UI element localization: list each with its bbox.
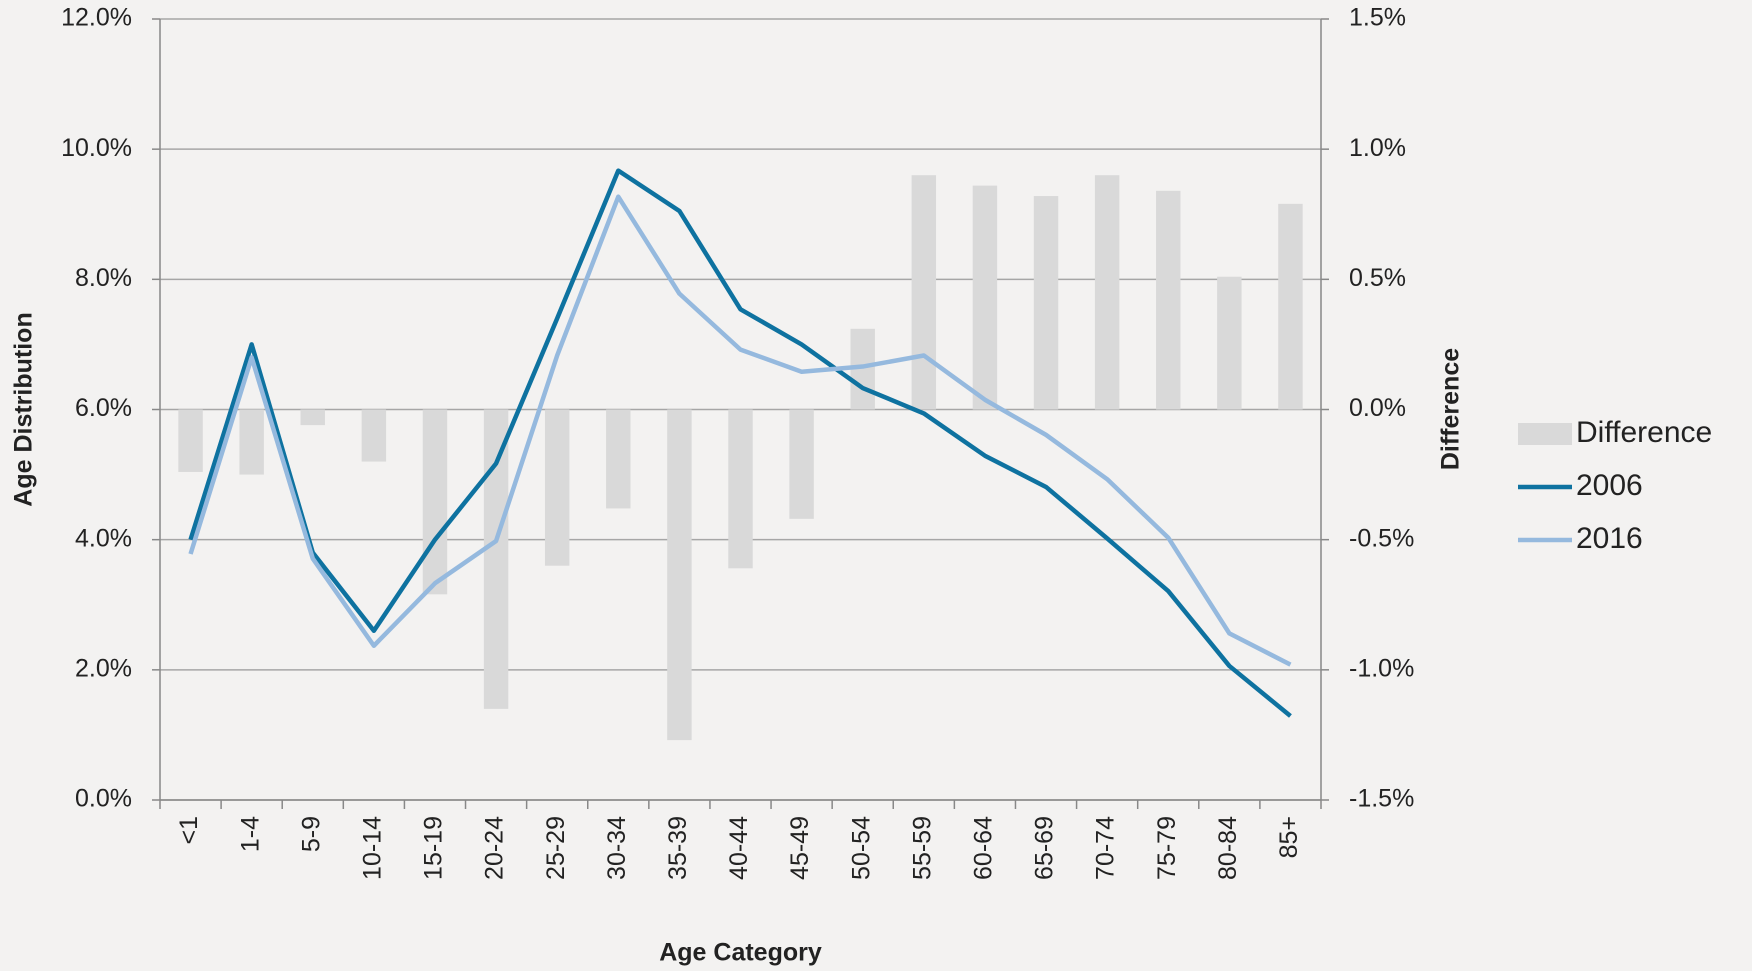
- x-tick-label: 10-14: [358, 816, 386, 880]
- bar: [483, 409, 509, 709]
- bar: [789, 409, 814, 519]
- x-tick-label: 75-79: [1153, 816, 1181, 880]
- y-tick-label: 8.0%: [75, 264, 132, 292]
- y-tick-label: 10.0%: [61, 134, 132, 162]
- x-tick-label: 1-4: [236, 816, 264, 852]
- x-tick-label: 35-39: [664, 816, 692, 880]
- line: [188, 168, 1292, 718]
- bar: [544, 409, 570, 566]
- bar: [1217, 276, 1242, 410]
- x-tick-label: 85+: [1275, 816, 1303, 858]
- y-tick-label: 6.0%: [75, 394, 132, 422]
- x-tick-label: 60-64: [970, 816, 998, 880]
- y2-tick-label: 1.5%: [1349, 4, 1406, 32]
- x-axis-title: Age Category: [659, 939, 822, 967]
- y2-axis-title: Difference: [1437, 348, 1465, 470]
- x-tick-label: 30-34: [603, 816, 631, 880]
- x-tick-label: 15-19: [420, 816, 448, 880]
- bar: [300, 409, 325, 426]
- y-tick-label: 4.0%: [75, 524, 132, 552]
- x-tick-label: 40-44: [725, 816, 753, 880]
- bar: [911, 175, 937, 410]
- legend-label: 2006: [1576, 469, 1643, 502]
- line: [188, 194, 1292, 667]
- bar: [1278, 203, 1303, 410]
- bar: [1033, 196, 1059, 410]
- y-tick-label: 12.0%: [61, 4, 132, 32]
- y2-tick-label: -0.5%: [1349, 524, 1414, 552]
- bar: [972, 185, 998, 410]
- x-tick-label: 20-24: [481, 816, 509, 880]
- legend-label: Difference: [1576, 416, 1712, 449]
- legend-label: 2016: [1576, 522, 1643, 555]
- x-tick-label: <1: [175, 816, 203, 845]
- x-tick-label: 70-74: [1092, 816, 1120, 880]
- bar: [1094, 175, 1120, 410]
- y-tick-label: 0.0%: [75, 785, 132, 813]
- x-tick-label: 55-59: [908, 816, 936, 880]
- bar: [178, 409, 203, 472]
- x-tick-label: 25-29: [542, 816, 570, 880]
- bar: [1156, 190, 1181, 410]
- legend-swatch: [1518, 423, 1572, 445]
- bar: [667, 409, 692, 741]
- bar: [239, 409, 264, 475]
- y2-tick-label: -1.5%: [1349, 785, 1414, 813]
- y-axis-title: Age Distribution: [10, 312, 38, 506]
- x-tick-label: 50-54: [847, 816, 875, 880]
- bar: [361, 409, 387, 462]
- x-tick-label: 80-84: [1214, 816, 1242, 880]
- bar: [606, 409, 631, 509]
- bar: [422, 409, 448, 595]
- y2-tick-label: 1.0%: [1349, 134, 1406, 162]
- y2-tick-label: 0.5%: [1349, 264, 1406, 292]
- x-tick-label: 5-9: [297, 816, 325, 852]
- bar: [728, 409, 753, 569]
- y2-tick-label: 0.0%: [1349, 394, 1406, 422]
- y2-tick-label: -1.0%: [1349, 654, 1414, 682]
- y-tick-label: 2.0%: [75, 654, 132, 682]
- x-tick-label: 65-69: [1031, 816, 1059, 880]
- x-tick-label: 45-49: [786, 816, 814, 880]
